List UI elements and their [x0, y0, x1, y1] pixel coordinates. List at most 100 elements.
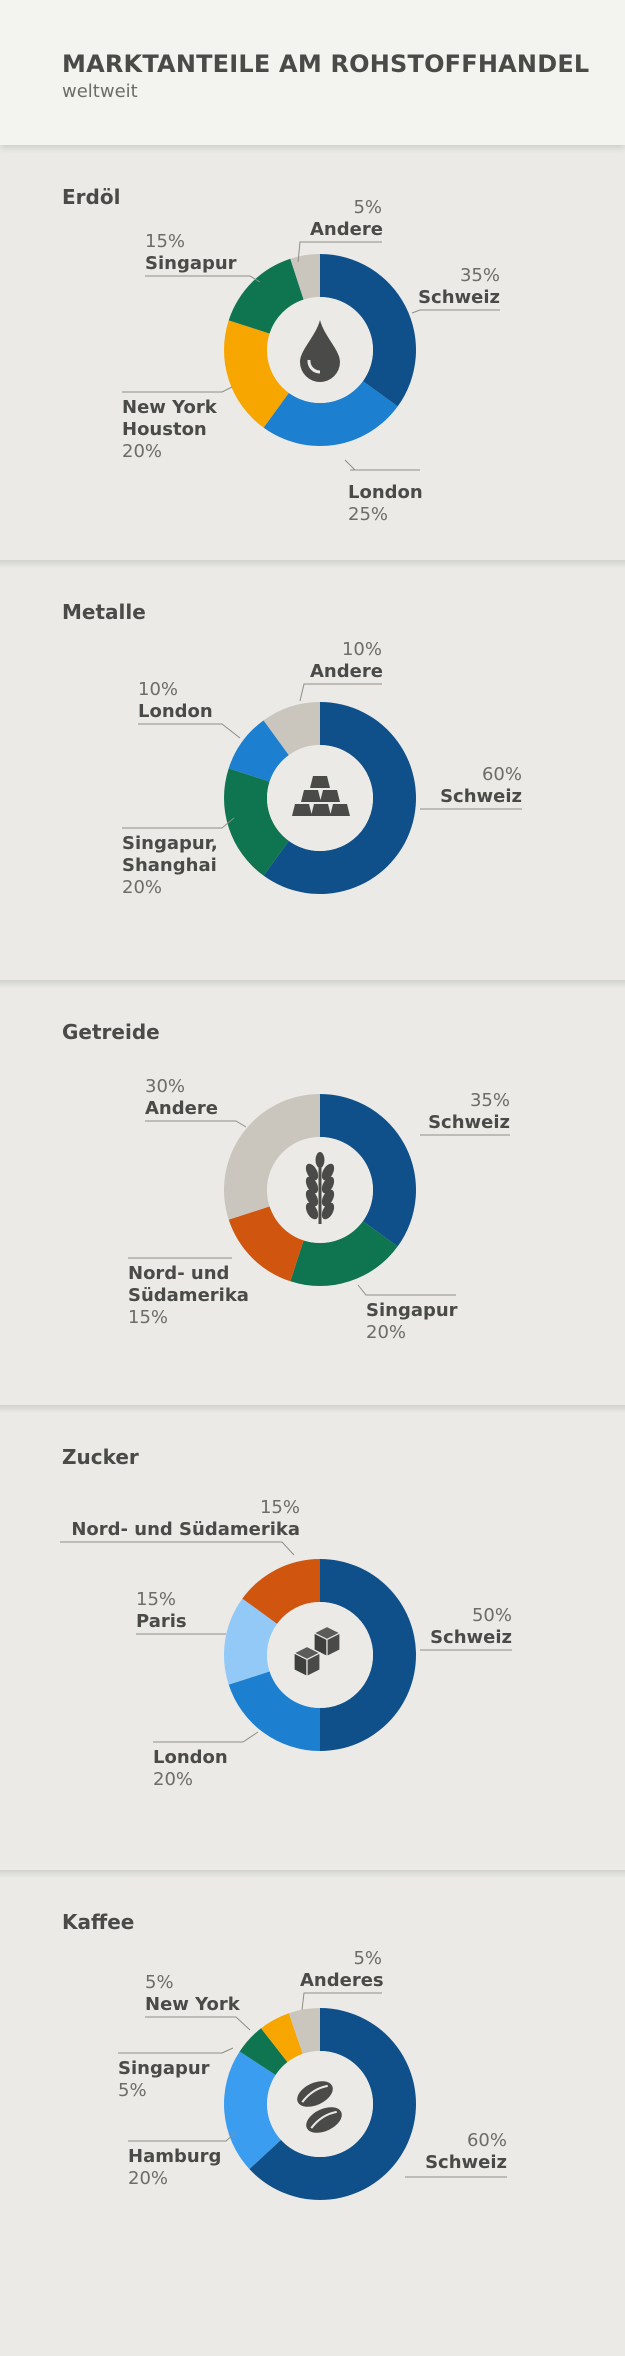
slice-label-schweiz: 60% Schweiz	[425, 2130, 507, 2174]
chart-section-getreide: Getreide 35% Schweiz Singapur 20% Nord- und S…	[0, 980, 625, 1405]
slice-nord-und-südamerika	[228, 1206, 304, 1282]
gold-bars-icon	[292, 776, 350, 816]
slice-name: London	[348, 482, 423, 503]
slice-percent: 50%	[471, 1605, 512, 1626]
slice-percent: 5%	[353, 1948, 382, 1969]
slice-percent: 5%	[145, 1972, 174, 1993]
slice-name: London	[153, 1747, 228, 1768]
section-divider	[0, 1870, 625, 1878]
slice-singapur	[290, 1221, 398, 1286]
slice-nord-und-südamerika	[242, 1559, 320, 1624]
slice-label-schweiz: 60% Schweiz	[440, 764, 522, 808]
slice-london	[228, 1671, 320, 1751]
leader-line	[60, 1541, 295, 1556]
section-divider	[0, 1405, 625, 1413]
slice-name: Anderes	[300, 1970, 384, 1991]
slice-schweiz	[320, 1094, 416, 1247]
sugar-cubes-icon	[292, 1625, 342, 1678]
slice-percent: 60%	[481, 764, 522, 785]
chart-title: Kaffee	[62, 1910, 135, 1934]
slice-name: Schweiz	[418, 287, 500, 308]
slice-label-hamburg: Hamburg 20%	[128, 2146, 238, 2190]
leader-line	[118, 2047, 234, 2054]
chart-title: Zucker	[62, 1445, 139, 1469]
slice-andere	[224, 1094, 320, 1220]
slice-schweiz	[320, 1559, 416, 1751]
slice-london	[228, 720, 289, 782]
chart-section-erdöl: Erdöl 35% Schweiz London 25% New York Houston…	[0, 145, 625, 560]
slice-label-anderes: 5% Anderes	[300, 1948, 384, 1992]
slice-percent: 20%	[128, 2168, 169, 2189]
slice-label-nord-und-südamerika: 15% Nord- und Südamerika	[60, 1497, 300, 1541]
section-divider	[0, 980, 625, 988]
slice-name: London	[138, 701, 213, 722]
slice-label-london: 10% London	[138, 679, 258, 723]
slice-hamburg	[223, 2051, 282, 2170]
slice-percent: 20%	[122, 441, 163, 462]
slice-percent: 20%	[153, 1769, 194, 1790]
leader-line	[145, 275, 261, 283]
chart-title: Getreide	[62, 1020, 160, 1044]
slice-name: Singapur	[118, 2058, 210, 2079]
slice-name: Singapur	[366, 1300, 458, 1321]
donut-chart	[122, 683, 522, 894]
slice-percent: 10%	[138, 679, 179, 700]
section-divider	[0, 560, 625, 568]
slice-name: New York Houston	[122, 397, 217, 440]
chart-section-metalle: Metalle 60% Schweiz Singapur, Shanghai 20% 10…	[0, 560, 625, 980]
slice-name: Andere	[310, 661, 383, 682]
chart-title: Erdöl	[62, 185, 121, 209]
donut-chart	[60, 1541, 512, 1751]
slice-london	[263, 381, 398, 446]
slice-percent: 15%	[259, 1497, 300, 1518]
slice-label-paris: 15% Paris	[136, 1589, 236, 1633]
slice-label-andere: 5% Andere	[310, 197, 383, 241]
slice-label-andere: 10% Andere	[310, 639, 383, 683]
slice-singapur	[228, 258, 304, 334]
slice-schweiz	[320, 254, 416, 407]
slice-schweiz	[249, 2008, 416, 2200]
slice-name: Schweiz	[430, 1627, 512, 1648]
slice-percent: 35%	[469, 1090, 510, 1111]
wheat-icon	[305, 1152, 335, 1224]
slice-percent: 15%	[145, 231, 186, 252]
slice-name: Andere	[310, 219, 383, 240]
slice-name: Hamburg	[128, 2146, 222, 2167]
slice-singapur-shanghai	[224, 768, 289, 876]
oil-drop-icon	[300, 320, 340, 382]
slice-percent: 15%	[128, 1307, 169, 1328]
slice-name: Schweiz	[425, 2152, 507, 2173]
slice-percent: 5%	[353, 197, 382, 218]
donut-hole	[267, 2051, 373, 2157]
slice-name: Schweiz	[440, 786, 522, 807]
slice-label-singapur: Singapur 20%	[366, 1300, 466, 1344]
leader-line	[411, 309, 500, 314]
slice-name: Paris	[136, 1611, 187, 1632]
donut-chart	[122, 241, 500, 471]
header: MARKTANTEILE AM ROHSTOFFHANDEL weltweit	[0, 0, 625, 145]
slice-label-singapur: 15% Singapur	[145, 231, 237, 275]
leader-line	[122, 817, 235, 829]
leader-line	[357, 1284, 456, 1296]
slice-percent: 10%	[341, 639, 382, 660]
leader-line	[297, 241, 382, 263]
slice-label-schweiz: 50% Schweiz	[430, 1605, 512, 1649]
slice-label-schweiz: 35% Schweiz	[428, 1090, 510, 1134]
donut-chart	[128, 1094, 510, 1296]
slice-label-new-york-houston: New York Houston 20%	[122, 397, 232, 463]
chart-title: Metalle	[62, 600, 146, 624]
coffee-beans-icon	[297, 2081, 342, 2133]
slice-anderes	[288, 2008, 320, 2054]
slice-singapur	[239, 2028, 288, 2076]
slice-percent: 15%	[136, 1589, 177, 1610]
leader-line	[299, 683, 382, 702]
slice-label-schweiz: 35% Schweiz	[418, 265, 500, 309]
slice-schweiz	[263, 702, 417, 894]
slice-name: New York	[145, 1994, 240, 2015]
slice-label-london: London 25%	[348, 482, 448, 526]
leader-line	[138, 723, 241, 739]
slice-new-york-houston	[223, 320, 289, 428]
slice-percent: 20%	[122, 877, 163, 898]
chart-section-zucker: Zucker 50% Schweiz London 20% 15% Paris 15% Nord…	[0, 1405, 625, 1870]
page-subtitle: weltweit	[62, 81, 138, 102]
